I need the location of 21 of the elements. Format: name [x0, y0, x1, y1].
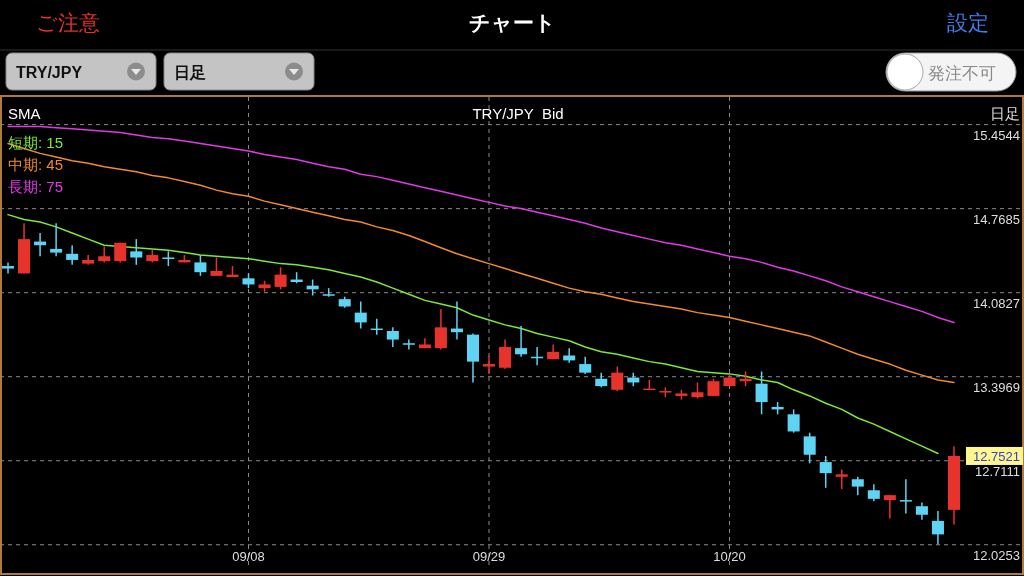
y-tick-label: 12.0253 [973, 547, 1020, 563]
x-tick-label: 09/29 [472, 549, 506, 564]
y-tick-label: 14.0827 [973, 295, 1020, 311]
y-tick-label: 13.3969 [973, 379, 1020, 395]
text: 設定 [947, 11, 989, 34]
y-tick-label: 12.7111 [974, 463, 1020, 479]
text: 日足 [174, 64, 206, 81]
text: 発注不可 [928, 64, 996, 83]
text: ご注意 [36, 11, 100, 34]
series-label: 中期: 45 [8, 156, 64, 173]
text: 日足 [990, 105, 1020, 122]
x-tick-label: 10/20 [713, 549, 746, 564]
text: チャート [468, 11, 556, 34]
text: 12.7521 [973, 448, 1020, 464]
y-tick-label: 14.7685 [973, 211, 1020, 227]
text: 長期: 75 [8, 178, 64, 195]
text: TRY/JPY Bid [472, 105, 564, 122]
legend-title: SMA [8, 105, 41, 122]
text: TRY/JPY [16, 64, 83, 81]
y-tick-label: 15.4544 [973, 127, 1020, 143]
x-tick-label: 09/08 [232, 549, 265, 564]
